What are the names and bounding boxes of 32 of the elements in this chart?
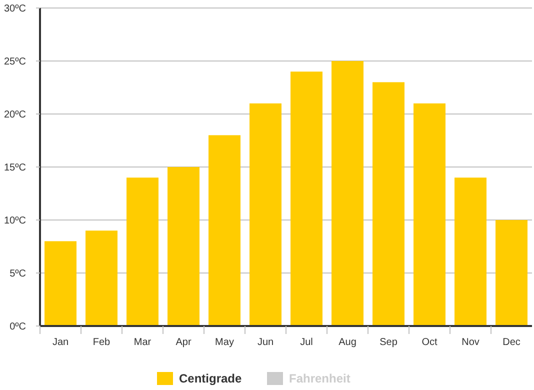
bar xyxy=(86,230,118,326)
bar xyxy=(496,220,528,326)
x-tick-label: Jan xyxy=(52,337,69,348)
y-tick-label: 0ºC xyxy=(10,322,26,332)
y-tick-label: 20ºC xyxy=(4,110,26,120)
y-tick-label: 10ºC xyxy=(4,216,26,226)
bar xyxy=(208,135,240,326)
y-tick-label: 30ºC xyxy=(4,4,26,14)
bar xyxy=(332,61,364,326)
x-tick-label: May xyxy=(215,337,234,348)
x-tick-label: Feb xyxy=(92,337,111,348)
x-tick-label: Dec xyxy=(502,337,520,348)
bar xyxy=(372,82,404,326)
bar xyxy=(126,178,158,326)
x-tick-label: Jun xyxy=(257,337,274,348)
bar xyxy=(44,241,76,326)
bar xyxy=(168,167,200,326)
y-tick-label: 5ºC xyxy=(10,268,26,280)
y-tick-label: 25ºC xyxy=(4,56,26,68)
x-tick-label: Nov xyxy=(462,337,480,348)
bar xyxy=(250,103,282,326)
x-tick-label: Mar xyxy=(134,337,152,348)
x-tick-label: Sep xyxy=(380,337,398,348)
x-tick-label: Oct xyxy=(422,337,438,348)
x-tick-label: Jul xyxy=(300,337,313,348)
legend-label: Centigrade xyxy=(179,372,242,386)
x-tick-label: Apr xyxy=(176,337,192,348)
bar xyxy=(414,103,446,326)
bar xyxy=(290,72,322,326)
y-tick-label: 15ºC xyxy=(4,162,26,174)
bar xyxy=(454,178,486,326)
x-tick-label: Aug xyxy=(338,337,356,348)
